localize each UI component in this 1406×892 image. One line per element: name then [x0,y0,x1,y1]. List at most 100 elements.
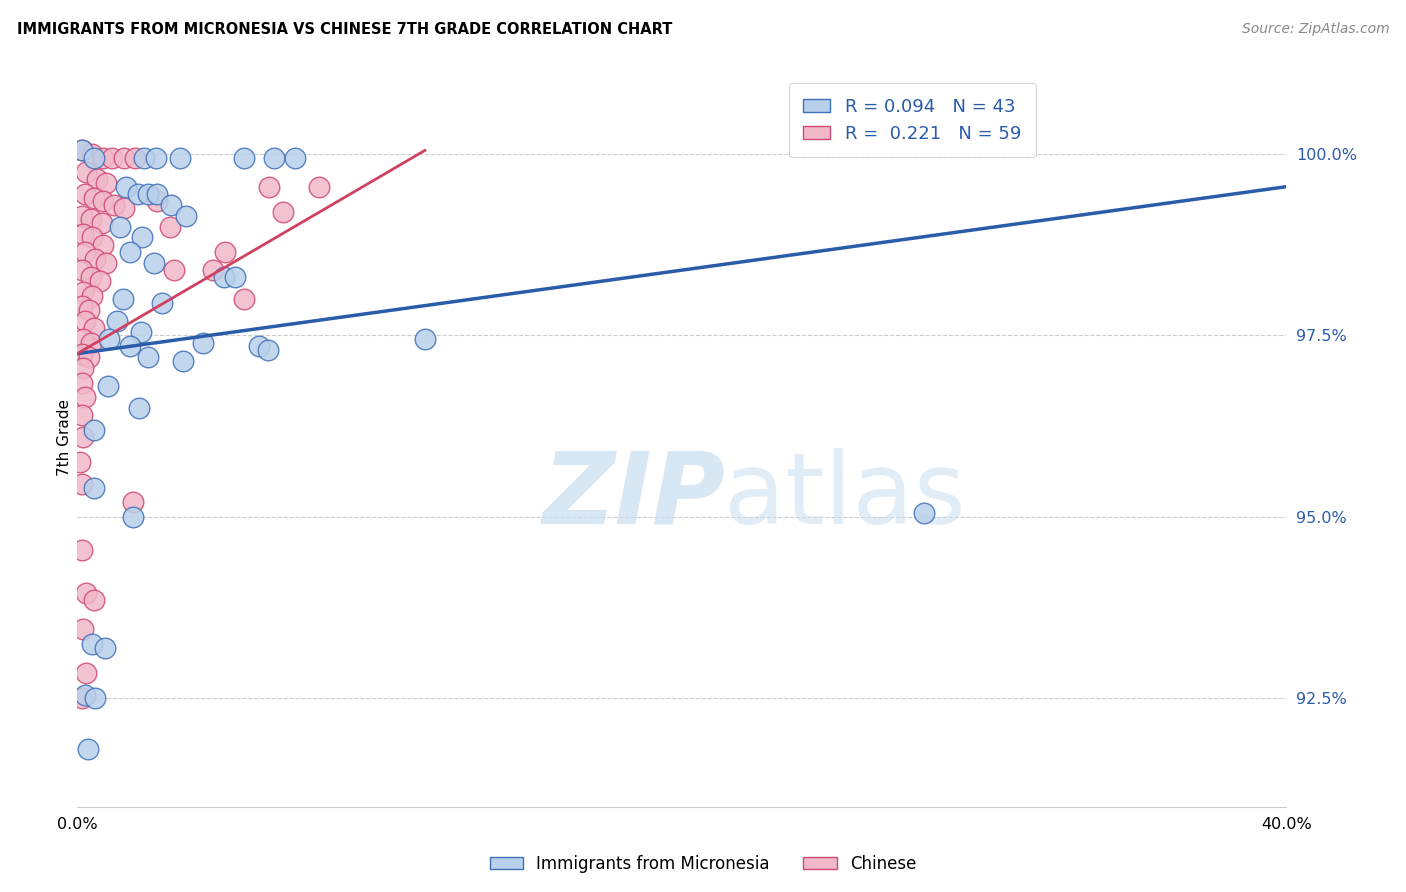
Point [70,144,93,158]
Point [308,179,330,194]
Point [70,409,93,423]
Point [72,361,94,376]
Point [69,455,91,469]
Point [70,477,93,491]
Point [146,186,169,201]
Y-axis label: 7th Grade: 7th Grade [56,399,72,475]
Point [91,237,114,252]
Point [124,151,146,165]
Point [79,303,101,318]
Point [114,179,136,194]
Point [79,350,101,364]
Point [70,209,93,223]
Point [72,430,94,444]
Point [80,270,103,285]
Point [150,295,173,310]
Point [127,186,149,201]
Point [163,263,186,277]
Point [80,212,103,227]
Point [145,151,167,165]
Point [129,325,152,339]
Point [169,151,191,165]
Legend: Immigrants from Micronesia, Chinese: Immigrants from Micronesia, Chinese [484,848,922,880]
Point [120,244,142,259]
Text: Source: ZipAtlas.com: Source: ZipAtlas.com [1241,22,1389,37]
Point [247,339,270,353]
Point [91,194,114,209]
Point [232,292,254,306]
Text: atlas: atlas [724,448,966,545]
Point [77,742,100,756]
Point [128,401,150,415]
Point [111,292,134,306]
Point [94,176,117,190]
Point [70,300,93,314]
Point [120,339,142,353]
Point [160,198,183,212]
Point [224,270,246,285]
Point [108,219,131,234]
Point [214,244,236,259]
Point [72,227,94,241]
Point [86,172,108,186]
Point [122,510,145,524]
Point [83,423,105,437]
Point [284,151,307,165]
Point [259,179,281,194]
Point [73,314,96,328]
Point [70,263,93,277]
Text: IMMIGRANTS FROM MICRONESIA VS CHINESE 7TH GRADE CORRELATION CHART: IMMIGRANTS FROM MICRONESIA VS CHINESE 7T… [17,22,672,37]
Point [72,623,94,637]
Point [75,665,97,680]
Point [263,151,285,165]
Point [70,346,93,360]
Point [138,350,160,364]
Point [82,230,104,244]
Point [131,230,153,244]
Point [105,314,128,328]
Point [70,376,93,390]
Point [75,586,97,600]
Legend: R = 0.094   N = 43, R =  0.221   N = 59: R = 0.094 N = 43, R = 0.221 N = 59 [789,83,1036,157]
Point [413,332,436,346]
Point [90,216,112,230]
Point [96,379,118,393]
Point [70,542,93,557]
Point [256,343,278,357]
Point [912,506,935,520]
Point [101,151,124,165]
Point [91,151,114,165]
Point [82,637,104,651]
Point [202,263,225,277]
Point [143,256,166,270]
Point [89,274,111,288]
Point [75,165,97,179]
Point [191,335,214,350]
Point [112,202,135,216]
Point [94,256,117,270]
Point [72,285,94,299]
Point [73,688,96,702]
Point [70,144,93,158]
Point [93,640,115,655]
Point [159,219,181,234]
Point [70,691,93,706]
Point [80,335,103,350]
Point [146,194,169,209]
Point [212,270,235,285]
Point [138,186,160,201]
Point [132,151,155,165]
Point [172,354,194,368]
Point [73,186,96,201]
Point [83,321,105,335]
Point [82,147,104,161]
Point [83,190,105,204]
Point [84,252,107,267]
Point [174,209,197,223]
Point [103,198,125,212]
Point [271,205,294,219]
Point [82,288,104,302]
Point [83,481,105,495]
Point [84,691,107,706]
Point [83,151,105,165]
